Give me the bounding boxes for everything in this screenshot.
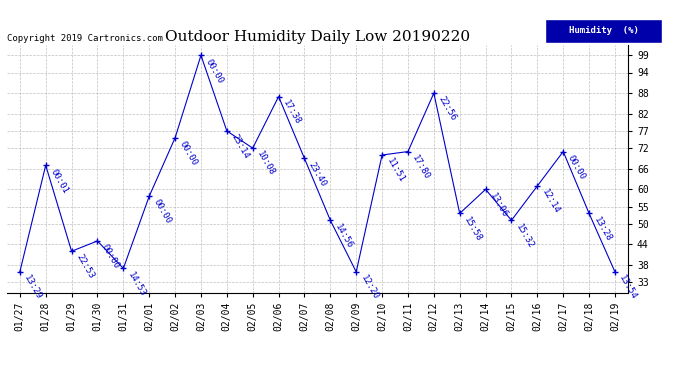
Text: 22:53: 22:53 (75, 253, 95, 281)
Text: Humidity  (%): Humidity (%) (569, 26, 639, 36)
Text: 11:51: 11:51 (385, 157, 406, 184)
Text: 10:08: 10:08 (255, 150, 277, 178)
Text: 00:01: 00:01 (48, 167, 70, 195)
Text: 14:53: 14:53 (126, 270, 147, 298)
Text: 13:06: 13:06 (489, 191, 509, 219)
Text: 12:14: 12:14 (540, 188, 561, 215)
Text: 13:28: 13:28 (592, 215, 613, 243)
Text: 22:56: 22:56 (437, 95, 457, 123)
Text: 23:40: 23:40 (307, 160, 328, 188)
Text: 14:56: 14:56 (333, 222, 354, 250)
Text: 15:58: 15:58 (462, 215, 484, 243)
Text: 00:00: 00:00 (100, 243, 121, 270)
Text: 00:00: 00:00 (566, 153, 587, 181)
Text: 17:38: 17:38 (281, 98, 302, 126)
Text: 13:54: 13:54 (618, 274, 639, 302)
Text: Copyright 2019 Cartronics.com: Copyright 2019 Cartronics.com (7, 34, 163, 43)
Text: 23:14: 23:14 (229, 133, 250, 160)
Text: 00:00: 00:00 (204, 57, 225, 85)
Text: 12:20: 12:20 (359, 274, 380, 302)
Title: Outdoor Humidity Daily Low 20190220: Outdoor Humidity Daily Low 20190220 (165, 30, 470, 44)
Text: 13:29: 13:29 (22, 274, 43, 302)
Text: 00:00: 00:00 (177, 140, 199, 167)
Text: 00:00: 00:00 (152, 198, 173, 226)
Text: 15:32: 15:32 (514, 222, 535, 250)
Text: 17:80: 17:80 (411, 153, 432, 181)
